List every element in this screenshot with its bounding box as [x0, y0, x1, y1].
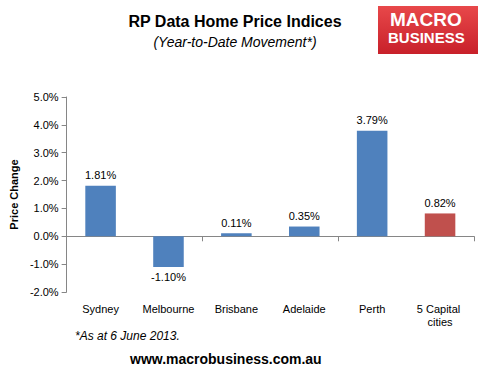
svg-text:Adelaide: Adelaide: [283, 303, 326, 315]
svg-text:MACRO: MACRO: [390, 9, 462, 30]
svg-text:Price Change: Price Change: [8, 159, 20, 229]
svg-text:www.macrobusiness.com.au: www.macrobusiness.com.au: [129, 351, 322, 367]
svg-text:RP Data Home Price Indices: RP Data Home Price Indices: [128, 13, 341, 30]
svg-text:2.0%: 2.0%: [34, 175, 59, 187]
svg-text:3.0%: 3.0%: [34, 147, 59, 159]
svg-text:4.0%: 4.0%: [34, 119, 59, 131]
svg-text:5.0%: 5.0%: [34, 91, 59, 103]
svg-text:Perth: Perth: [359, 303, 385, 315]
svg-text:1.0%: 1.0%: [34, 202, 59, 214]
svg-text:(Year-to-Date Movement*): (Year-to-Date Movement*): [153, 34, 316, 50]
svg-text:Brisbane: Brisbane: [215, 303, 258, 315]
svg-text:Melbourne: Melbourne: [142, 303, 194, 315]
svg-text:3.79%: 3.79%: [357, 114, 388, 126]
svg-text:-1.10%: -1.10%: [151, 271, 186, 283]
svg-text:1.81%: 1.81%: [85, 169, 116, 181]
svg-text:BUSINESS: BUSINESS: [388, 29, 465, 46]
svg-text:0.35%: 0.35%: [289, 210, 320, 222]
svg-text:0.82%: 0.82%: [424, 197, 455, 209]
svg-text:cities: cities: [428, 316, 454, 328]
svg-text:0.0%: 0.0%: [34, 230, 59, 242]
svg-text:-2.0%: -2.0%: [30, 286, 59, 298]
svg-text:*As at 6 June 2013.: *As at 6 June 2013.: [75, 329, 180, 343]
svg-text:0.11%: 0.11%: [221, 217, 252, 229]
svg-text:-1.0%: -1.0%: [30, 258, 59, 270]
svg-text:5 Capital: 5 Capital: [417, 303, 463, 315]
svg-text:Sydney: Sydney: [82, 303, 119, 315]
